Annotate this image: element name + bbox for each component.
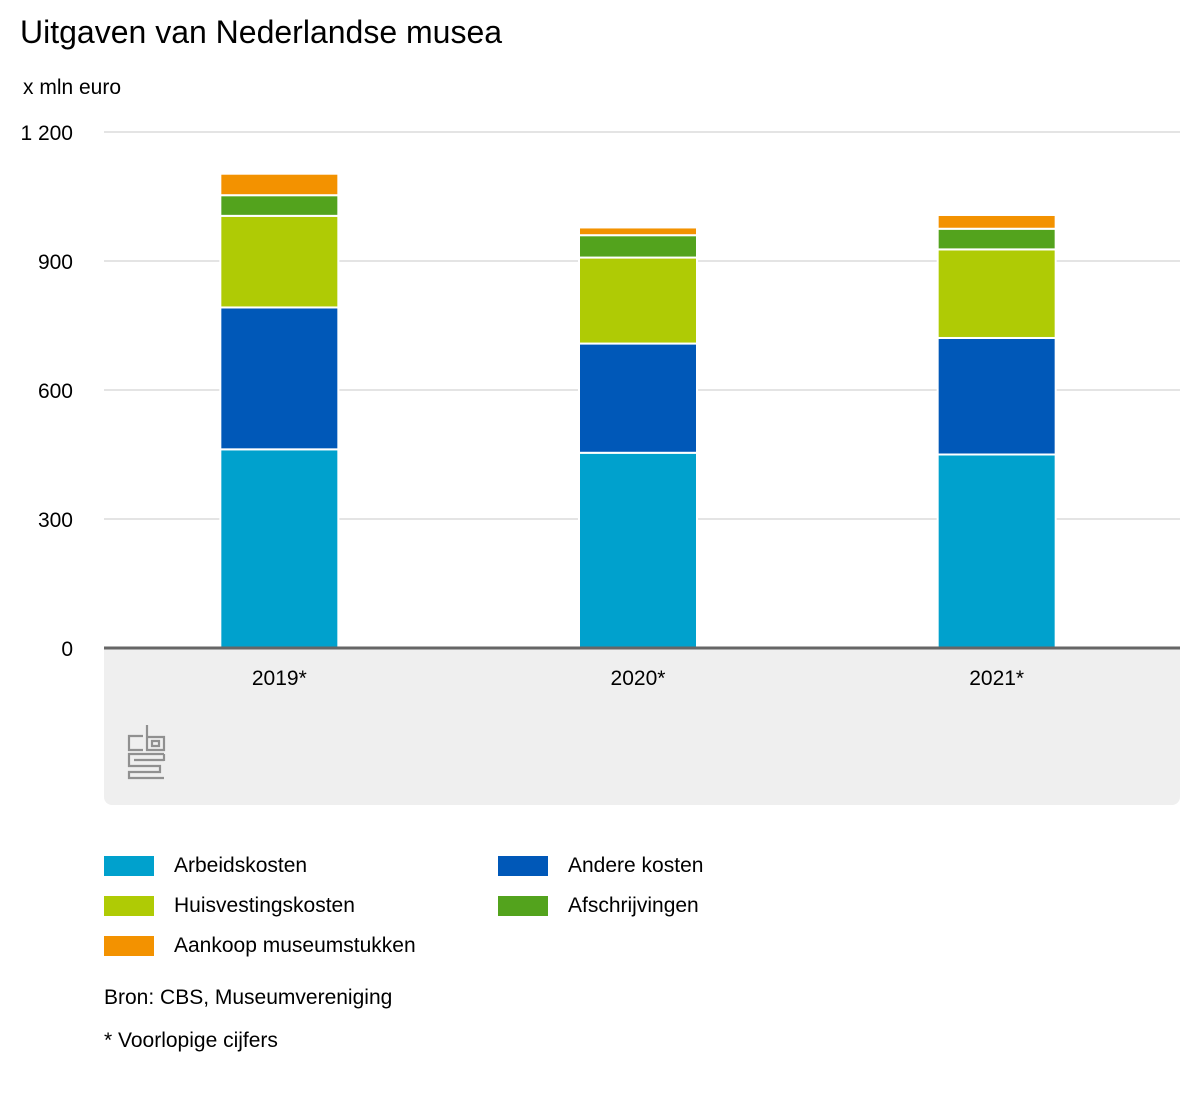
y-tick-label: 300 xyxy=(38,509,73,532)
legend-item-arbeidskosten: Arbeidskosten xyxy=(104,852,307,880)
y-axis-unit-label: x mln euro xyxy=(23,76,122,99)
bar-segment xyxy=(219,172,340,197)
legend-swatch xyxy=(104,936,154,956)
legend-label: Aankoop museumstukken xyxy=(174,934,416,957)
cbs-logo-icon xyxy=(127,725,166,780)
x-axis-band xyxy=(104,648,1180,805)
bar-segment xyxy=(578,226,698,237)
x-tick-label: 2021* xyxy=(969,667,1024,690)
bar-segment xyxy=(936,227,1057,251)
legend-item-huisvestingskosten: Huisvestingskosten xyxy=(104,892,355,920)
legend-item-andere-kosten: Andere kosten xyxy=(498,852,703,880)
y-tick-label: 600 xyxy=(38,380,73,403)
legend-label: Afschrijvingen xyxy=(568,894,699,917)
bar-segment xyxy=(936,336,1057,456)
y-tick-label: 0 xyxy=(61,638,73,661)
bar-segment xyxy=(936,213,1057,230)
bar-segment xyxy=(578,234,698,259)
x-axis-ticks: 2019* 2020* 2021* xyxy=(252,667,1024,690)
bar-segment xyxy=(219,214,340,309)
legend-label: Arbeidskosten xyxy=(174,854,308,877)
y-axis-ticks: 0 300 600 900 1 200 xyxy=(20,122,73,661)
legend-swatch xyxy=(498,896,548,916)
legend-swatch xyxy=(498,856,548,876)
bar-segment xyxy=(578,451,698,649)
bar-segment xyxy=(219,448,340,649)
bar-segment xyxy=(936,248,1057,339)
x-axis-band-top-fill xyxy=(104,648,1180,660)
x-tick-label: 2020* xyxy=(611,667,666,690)
y-tick-label: 900 xyxy=(38,251,73,274)
legend-swatch xyxy=(104,896,154,916)
x-tick-label: 2019* xyxy=(252,667,307,690)
legend-item-aankoop-museumstukken: Aankoop museumstukken xyxy=(104,932,416,960)
footnote: * Voorlopige cijfers xyxy=(104,1029,278,1052)
y-tick-label: 1 200 xyxy=(20,122,73,145)
legend-item-afschrijvingen: Afschrijvingen xyxy=(498,892,699,920)
legend-swatch xyxy=(104,856,154,876)
source-note: Bron: CBS, Museumvereniging xyxy=(104,986,393,1009)
bar-segment xyxy=(219,306,340,451)
bar-segment xyxy=(578,342,698,454)
bar-segment xyxy=(219,194,340,217)
bar-segment xyxy=(936,453,1057,649)
chart-title: Uitgaven van Nederlandse musea xyxy=(20,14,503,50)
bar-segment xyxy=(578,256,698,345)
legend-label: Andere kosten xyxy=(568,854,704,877)
stacked-bar-chart: 0 300 600 900 1 200 2019* 2020* 2021* xyxy=(20,122,1180,805)
bars xyxy=(219,172,1057,649)
legend-label: Huisvestingskosten xyxy=(174,894,355,917)
